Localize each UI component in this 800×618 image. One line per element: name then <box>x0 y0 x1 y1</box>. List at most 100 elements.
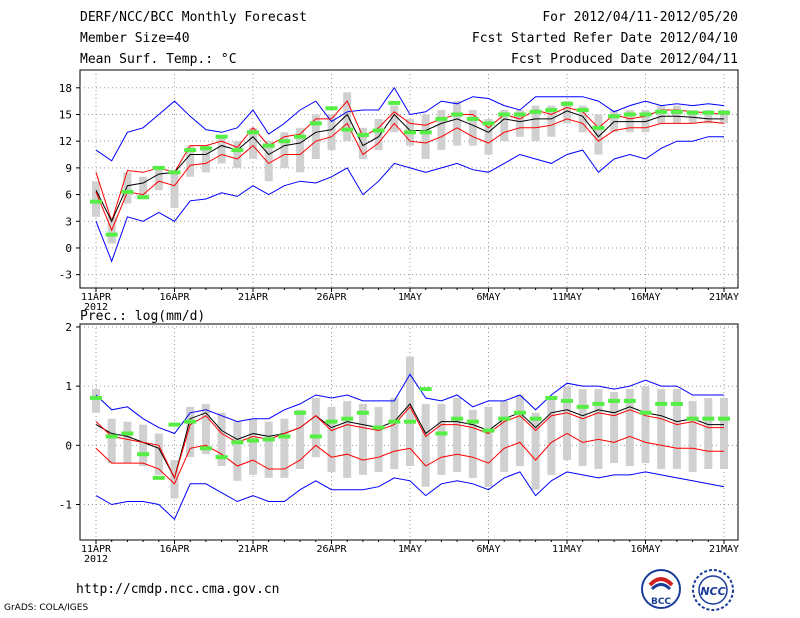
spread-box <box>139 176 148 200</box>
spread-box <box>547 397 556 475</box>
obs-marker <box>670 401 683 406</box>
spread-box <box>296 127 305 173</box>
spread-box <box>704 397 713 469</box>
obs-marker <box>655 109 668 114</box>
obs-marker <box>152 475 165 480</box>
obs-marker <box>623 398 636 403</box>
spread-box <box>217 412 226 467</box>
spread-box <box>594 114 603 155</box>
spread-box <box>264 421 273 478</box>
obs-marker <box>121 189 134 194</box>
obs-marker <box>639 410 652 415</box>
spread-box <box>374 406 383 472</box>
obs-marker <box>592 125 605 130</box>
series-line-member <box>95 405 724 480</box>
spread-box <box>547 105 556 137</box>
obs-marker <box>309 121 322 126</box>
obs-marker <box>137 195 150 200</box>
x-tick-label: 26APR <box>316 292 347 303</box>
obs-marker <box>105 434 118 439</box>
obs-marker <box>576 108 589 113</box>
spread-box <box>453 101 462 146</box>
x-tick-label: 21MAY <box>709 544 739 555</box>
obs-marker <box>592 401 605 406</box>
x-year-label: 2012 <box>84 302 108 313</box>
obs-marker <box>231 148 244 153</box>
obs-marker <box>404 419 416 424</box>
series-line-min <box>95 136 724 263</box>
series-line-mean <box>95 403 724 480</box>
obs-marker <box>278 434 291 439</box>
spread-box <box>92 389 100 413</box>
spread-box <box>563 101 571 124</box>
obs-marker <box>482 428 495 433</box>
spread-box <box>186 406 195 458</box>
panel-precipitation: -1 0 1 2 11APR 16APR 21APR 26APR 1MAY 6MAY 11MAY 16… <box>59 309 739 565</box>
obs-marker <box>137 452 150 457</box>
bcc-logo: BCC <box>641 569 681 609</box>
obs-marker <box>247 130 259 135</box>
forecast-period: For 2012/04/11-2012/05/20 <box>542 10 738 25</box>
obs-marker <box>278 139 291 144</box>
spread-box <box>92 181 100 217</box>
spread-box <box>170 460 179 499</box>
spread-box <box>515 110 524 137</box>
obs-marker <box>168 170 181 175</box>
obs-marker <box>341 127 354 132</box>
x-tick-label: 21MAY <box>709 292 739 303</box>
x-tick-label: 6MAY <box>476 544 500 555</box>
obs-marker <box>702 110 715 115</box>
obs-marker <box>199 446 212 451</box>
spread-box <box>280 418 289 478</box>
x-tick-label: 1MAY <box>398 292 422 303</box>
spread-box <box>720 397 728 469</box>
obs-marker <box>388 419 401 424</box>
y-tick-label: -1 <box>59 498 72 511</box>
obs-marker <box>231 440 244 445</box>
series-line-max <box>95 373 724 435</box>
y-tick-label: 9 <box>65 162 72 175</box>
spread-box <box>500 400 509 472</box>
spread-box <box>217 136 226 164</box>
y-tick-label: -3 <box>59 269 72 282</box>
spread-box <box>139 424 148 467</box>
x-tick-label: 6MAY <box>476 292 500 303</box>
y-tick-label: 1 <box>65 380 72 393</box>
obs-marker <box>356 410 369 415</box>
x-year-label: 2012 <box>84 554 108 565</box>
spread-box <box>280 132 289 168</box>
spread-box <box>641 386 650 464</box>
y-tick-label: 3 <box>65 215 72 228</box>
variable-label: Mean Surf. Temp.: °C <box>80 52 237 67</box>
x-tick-label: 16APR <box>159 292 190 303</box>
obs-marker <box>686 416 699 421</box>
spread-box <box>515 395 524 467</box>
spread-box <box>406 356 414 467</box>
obs-marker <box>513 410 526 415</box>
fcst-started: Fcst Started Refer Date 2012/04/10 <box>471 31 738 46</box>
obs-marker <box>294 410 307 415</box>
obs-marker <box>561 101 573 106</box>
obs-marker <box>309 434 322 439</box>
spread-box <box>343 92 352 142</box>
obs-marker <box>435 116 448 121</box>
spread-box <box>594 389 603 469</box>
spread-box <box>625 389 634 467</box>
spread-box <box>123 172 132 204</box>
fcst-produced: Fcst Produced Date 2012/04/11 <box>511 52 738 67</box>
obs-marker <box>184 148 197 153</box>
x-tick-label: 11MAY <box>552 544 582 555</box>
obs-marker <box>419 130 432 135</box>
y-tick-label: 6 <box>65 189 72 202</box>
x-tick-label: 16MAY <box>630 544 660 555</box>
spread-box <box>390 397 399 469</box>
spread-box <box>390 105 399 133</box>
obs-marker <box>199 146 212 151</box>
spread-box <box>531 412 540 490</box>
spread-box <box>264 141 273 182</box>
website-url[interactable]: http://cmdp.ncc.cma.gov.cn <box>76 582 280 597</box>
obs-marker <box>561 398 573 403</box>
obs-marker <box>90 199 102 204</box>
obs-marker <box>545 108 558 113</box>
x-tick-label: 16MAY <box>630 292 660 303</box>
